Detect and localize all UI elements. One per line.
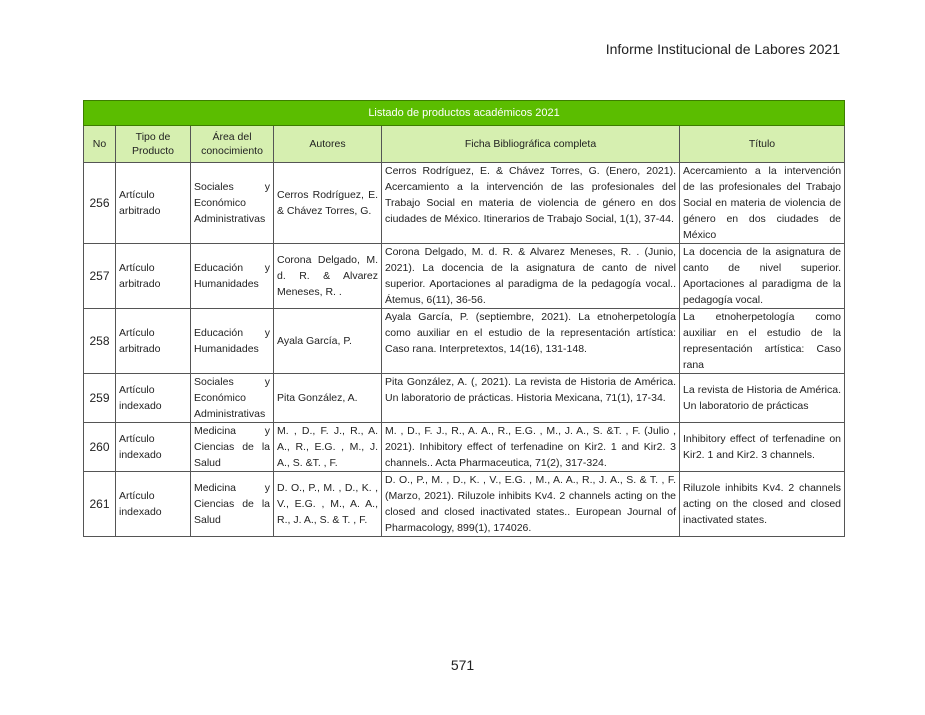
table-row: 260 Artículo indexado Medicina y Ciencias … [83,422,846,472]
cell-no: 261 [83,471,116,537]
cell-tipo: Artículo indexado [115,373,191,423]
cell-ficha: M. , D., F. J., R., A. A., R., E.G. , M.… [381,422,680,472]
cell-area: Sociales y Económico Administrativas [190,373,274,423]
table-title: Listado de productos académicos 2021 [82,100,846,126]
cell-area: Educación y Humanidades [190,308,274,374]
cell-titulo: Inhibitory effect of terfenadine on Kir2… [678,422,846,472]
cell-area: Medicina y Ciencias de la Salud [190,422,274,472]
cell-area: Sociales y Económico Administrativas [190,162,274,244]
cell-titulo: Acercamiento a la intervención de las pr… [678,162,846,244]
cell-autores: Cerros Rodríguez, E. & Chávez Torres, G. [273,162,382,244]
table-row: 259 Artículo indexado Sociales y Económico… [83,373,846,423]
cell-tipo: Artículo indexado [115,422,191,472]
cell-no: 258 [83,308,116,374]
cell-autores: Pita González, A. [273,373,382,423]
table-row: 258 Artículo arbitrado Educación y Humanid… [83,308,846,374]
column-header: Título [678,125,846,163]
cell-tipo: Artículo arbitrado [115,162,191,244]
cell-titulo: La docencia de la asignatura de canto de… [678,243,846,309]
cell-ficha: Ayala García, P. (septiembre, 2021). La … [381,308,680,374]
cell-no: 256 [83,162,116,244]
cell-area: Educación y Humanidades [190,243,274,309]
column-header: Área del conocimiento [190,125,274,163]
column-header: Autores [273,125,382,163]
cell-area: Medicina y Ciencias de la Salud [190,471,274,537]
table-row: 256 Artículo arbitrado Sociales y Económic… [83,162,846,244]
running-header: Informe Institucional de Labores 2021 [605,41,840,57]
table-row: 257 Artículo arbitrado Educación y Humanid… [83,243,846,309]
cell-titulo: Riluzole inhibits Kv4. 2 channels acting… [678,471,846,537]
cell-no: 260 [83,422,116,472]
column-header: No [83,125,116,163]
cell-no: 257 [83,243,116,309]
cell-ficha: D. O., P., M. , D., K. , V., E.G. , M., … [381,471,680,537]
cell-ficha: Corona Delgado, M. d. R. & Alvarez Menes… [381,243,680,309]
cell-autores: M. , D., F. J., R., A. A., R., E.G. , M.… [273,422,382,472]
cell-ficha: Cerros Rodríguez, E. & Chávez Torres, G.… [381,162,680,244]
cell-titulo: La revista de Historia de América. Un la… [678,373,846,423]
cell-tipo: Artículo indexado [115,471,191,537]
cell-tipo: Artículo arbitrado [115,308,191,374]
page-number: 571 [450,657,475,673]
cell-autores: D. O., P., M. , D., K. , V., E.G. , M., … [273,471,382,537]
column-header: Tipo de Producto [115,125,191,163]
cell-tipo: Artículo arbitrado [115,243,191,309]
cell-no: 259 [83,373,116,423]
cell-autores: Corona Delgado, M. d. R. & Alvarez Menes… [273,243,382,309]
cell-autores: Ayala García, P. [273,308,382,374]
table-row: 261 Artículo indexado Medicina y Ciencias … [83,471,846,537]
cell-ficha: Pita González, A. (, 2021). La revista d… [381,373,680,423]
column-header: Ficha Bibliográfica completa [381,125,680,163]
academic-products-table: Listado de productos académicos 2021 No T… [82,100,846,537]
cell-titulo: La etnoherpetología como auxiliar en el … [678,308,846,374]
